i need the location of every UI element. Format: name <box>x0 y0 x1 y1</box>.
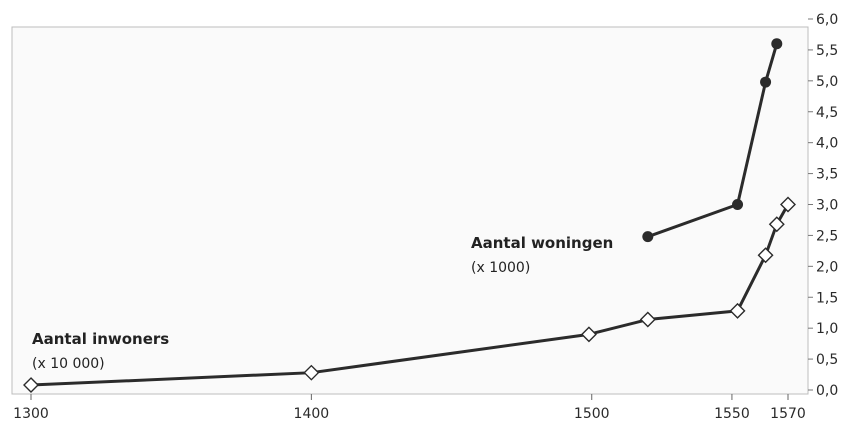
x-tick-label: 1500 <box>574 406 610 422</box>
data-point-inwoners <box>303 364 320 381</box>
y-tick-label: 4,5 <box>816 105 838 121</box>
annotation-inwoners: Aantal inwoners (x 10 000) <box>32 330 169 372</box>
y-tick-label: 3,0 <box>816 198 838 214</box>
y-tick-label: 5,5 <box>816 43 838 59</box>
y-tick-label: 2,0 <box>816 259 838 275</box>
x-axis: 1300 1400 1500 1550 1570 <box>13 394 806 422</box>
annotation-woningen: Aantal woningen (x 1000) <box>471 234 613 276</box>
y-tick-label: 5,0 <box>816 74 838 90</box>
y-tick-label: 6,0 <box>816 12 838 28</box>
series-unit-woningen: (x 1000) <box>471 260 530 276</box>
x-tick-label: 1550 <box>714 406 750 422</box>
y-tick-label: 2,5 <box>816 228 838 244</box>
x-tick-label: 1570 <box>770 406 806 422</box>
y-tick-label: 4,0 <box>816 136 838 152</box>
series-label-inwoners: Aantal inwoners <box>32 330 169 348</box>
data-point-inwoners <box>23 377 39 394</box>
data-point-inwoners <box>757 247 774 264</box>
y-tick-label: 1,0 <box>816 321 838 337</box>
x-tick-label: 1300 <box>13 406 49 422</box>
y-tick-label: 0,5 <box>816 352 838 368</box>
series-unit-inwoners: (x 10 000) <box>32 356 105 372</box>
data-point-inwoners <box>780 196 796 213</box>
data-point-woningen <box>760 76 772 88</box>
y-tick-label: 3,5 <box>816 167 838 183</box>
plot-frame <box>11 26 809 395</box>
data-point-woningen <box>642 231 654 243</box>
series-line-woningen <box>647 43 779 239</box>
data-point-inwoners <box>729 302 746 319</box>
y-axis: 0,0 0,5 1,0 1,5 2,0 2,5 3,0 3,5 4,0 4,5 5,0 5,5 6,0 <box>808 12 838 399</box>
series-layer <box>23 38 796 394</box>
x-tick-label: 1400 <box>294 406 330 422</box>
data-point-woningen <box>771 38 783 50</box>
y-tick-label: 0,0 <box>816 383 838 399</box>
data-point-inwoners <box>639 311 656 328</box>
data-point-woningen <box>732 199 744 210</box>
series-label-woningen: Aantal woningen <box>471 234 613 252</box>
data-point-inwoners <box>580 326 597 343</box>
data-point-inwoners <box>768 216 785 233</box>
y-tick-label: 1,5 <box>816 290 838 306</box>
